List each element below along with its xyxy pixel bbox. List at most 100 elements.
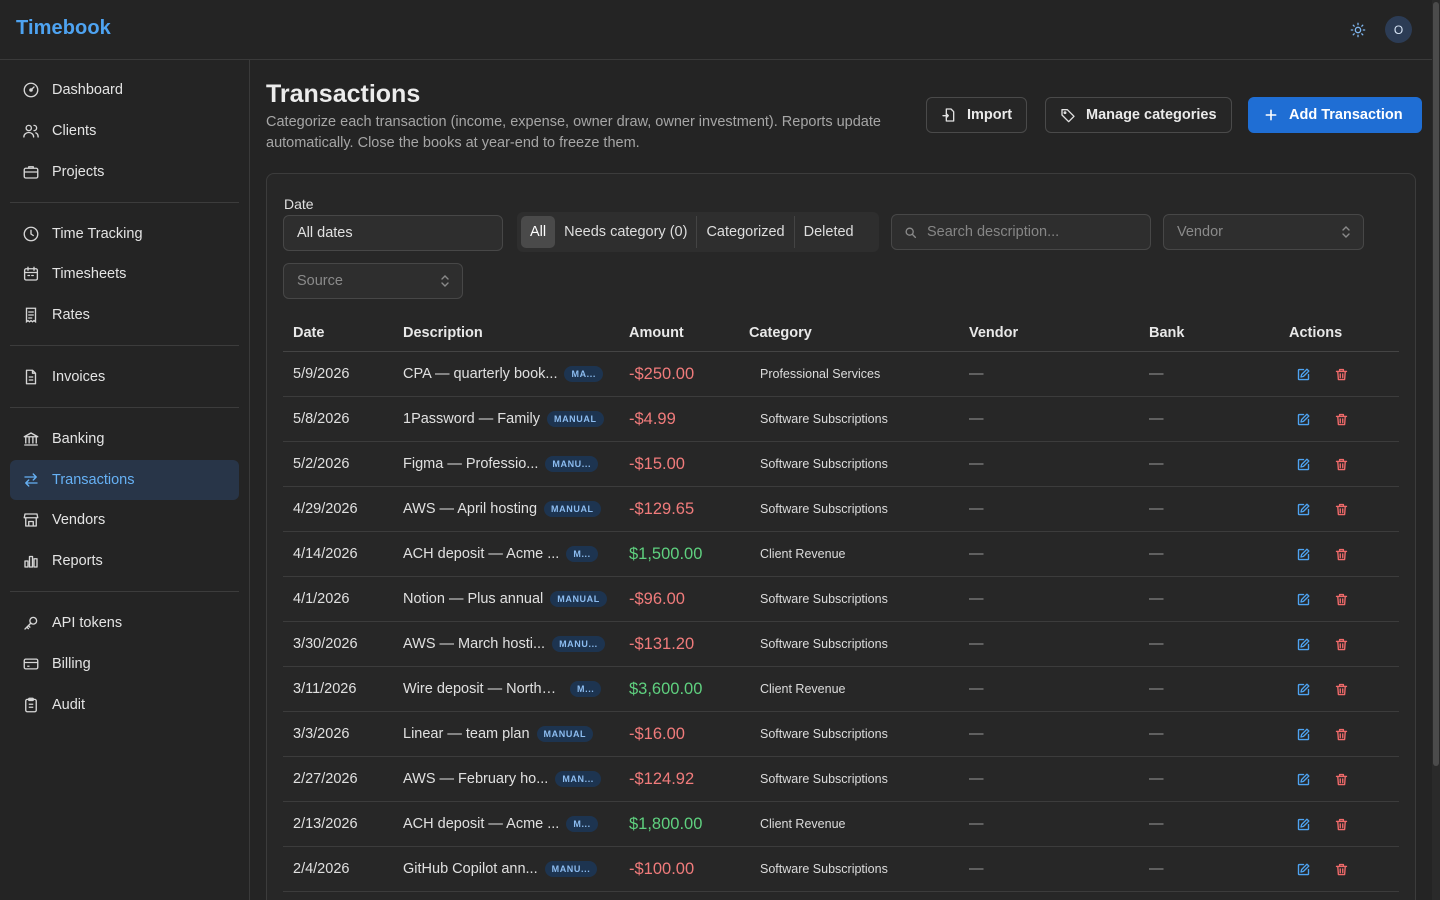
sidebar-item-vendors[interactable]: Vendors <box>10 500 239 540</box>
edit-transaction-button[interactable] <box>1293 847 1313 891</box>
sidebar-item-api-tokens[interactable]: API tokens <box>10 603 239 643</box>
add-transaction-button[interactable]: Add Transaction <box>1248 97 1422 133</box>
file-icon <box>25 369 37 385</box>
edit-transaction-button[interactable] <box>1293 397 1313 441</box>
delete-transaction-button[interactable] <box>1331 442 1351 486</box>
edit-transaction-button[interactable] <box>1293 577 1313 621</box>
column-header-date[interactable]: Date <box>293 325 325 341</box>
search-input[interactable]: Search description... <box>891 214 1151 250</box>
column-header-description[interactable]: Description <box>403 325 483 341</box>
transaction-amount: -$129.65 <box>629 499 695 518</box>
table-row: 5/8/2026 1Password — Family MANUAL -$4.99 So… <box>283 397 1399 442</box>
trash-icon <box>1335 458 1347 470</box>
delete-transaction-button[interactable] <box>1331 577 1351 621</box>
sidebar-divider <box>10 202 239 203</box>
sidebar-item-clients[interactable]: Clients <box>10 111 239 151</box>
edit-transaction-button[interactable] <box>1293 352 1313 396</box>
delete-transaction-button[interactable] <box>1331 487 1351 531</box>
user-avatar[interactable]: O <box>1385 16 1412 43</box>
delete-transaction-button[interactable] <box>1331 397 1351 441</box>
theme-toggle-button[interactable] <box>1346 18 1370 42</box>
sidebar-item-reports[interactable]: Reports <box>10 541 239 581</box>
transaction-category[interactable]: Software Subscriptions <box>760 502 888 516</box>
transaction-category[interactable]: Software Subscriptions <box>760 862 888 876</box>
transaction-bank: — <box>1149 816 1164 832</box>
edit-transaction-button[interactable] <box>1293 442 1313 486</box>
transaction-category[interactable]: Client Revenue <box>760 547 846 561</box>
transaction-category[interactable]: Software Subscriptions <box>760 457 888 471</box>
delete-transaction-button[interactable] <box>1331 532 1351 576</box>
delete-transaction-button[interactable] <box>1331 622 1351 666</box>
delete-transaction-button[interactable] <box>1331 757 1351 801</box>
table-row: 2/27/2026 AWS — February ho... MAN... -$124… <box>283 757 1399 802</box>
store-icon <box>23 513 39 527</box>
sidebar-item-banking[interactable]: Banking <box>10 419 239 459</box>
sidebar-item-time-tracking[interactable]: Time Tracking <box>10 214 239 254</box>
transaction-category[interactable]: Software Subscriptions <box>760 727 888 741</box>
edit-transaction-button[interactable] <box>1293 757 1313 801</box>
import-button[interactable]: Import <box>926 97 1028 133</box>
delete-transaction-button[interactable] <box>1331 667 1351 711</box>
manage-categories-button[interactable]: Manage categories <box>1045 97 1232 133</box>
transaction-category[interactable]: Client Revenue <box>760 682 846 696</box>
sidebar-item-label: API tokens <box>52 615 123 631</box>
transaction-description: Wire deposit — Northw... <box>403 681 563 697</box>
transaction-description-cell: CPA — quarterly book... MA... <box>403 352 613 396</box>
edit-transaction-button[interactable] <box>1293 712 1313 756</box>
transaction-bank: — <box>1149 501 1164 517</box>
segment-categorized[interactable]: Categorized <box>697 216 795 248</box>
edit-transaction-button[interactable] <box>1293 802 1313 846</box>
sidebar-item-invoices[interactable]: Invoices <box>10 357 239 397</box>
transaction-category[interactable]: Software Subscriptions <box>760 412 888 426</box>
transaction-description: 1Password — Family <box>403 411 540 427</box>
edit-icon <box>1297 548 1309 560</box>
column-header-bank[interactable]: Bank <box>1149 325 1185 341</box>
sidebar-item-dashboard[interactable]: Dashboard <box>10 70 239 110</box>
transaction-category[interactable]: Software Subscriptions <box>760 772 888 786</box>
sidebar-item-transactions[interactable]: Transactions <box>10 460 239 500</box>
source-badge: MA... <box>564 366 603 382</box>
sidebar-item-projects[interactable]: Projects <box>10 152 239 192</box>
edit-transaction-button[interactable] <box>1293 532 1313 576</box>
transaction-description-cell: AWS — March hosti... MANU... <box>403 622 613 666</box>
edit-icon <box>1297 728 1309 740</box>
key-icon <box>24 616 38 630</box>
sidebar-item-billing[interactable]: Billing <box>10 644 239 684</box>
column-header-vendor[interactable]: Vendor <box>969 325 1019 341</box>
transaction-amount: -$131.20 <box>629 634 695 653</box>
vendor-select[interactable]: Vendor <box>1163 214 1364 250</box>
segment-needs-category[interactable]: Needs category (0) <box>555 216 698 248</box>
transaction-category[interactable]: Software Subscriptions <box>760 637 888 651</box>
edit-transaction-button[interactable] <box>1293 487 1313 531</box>
transaction-date: 3/11/2026 <box>293 681 357 697</box>
app-logo[interactable]: Timebook <box>16 17 111 39</box>
sidebar-item-audit[interactable]: Audit <box>10 685 239 725</box>
transaction-category[interactable]: Client Revenue <box>760 817 846 831</box>
segment-deleted[interactable]: Deleted <box>803 224 854 240</box>
edit-icon <box>1297 863 1309 875</box>
delete-transaction-button[interactable] <box>1331 802 1351 846</box>
transaction-vendor: — <box>969 456 984 472</box>
table-row: 3/30/2026 AWS — March hosti... MANU... -$13… <box>283 622 1399 667</box>
delete-transaction-button[interactable] <box>1331 712 1351 756</box>
sidebar-item-label: Projects <box>52 164 105 180</box>
segment-all[interactable]: All <box>521 216 556 248</box>
transaction-category[interactable]: Software Subscriptions <box>760 592 888 606</box>
trash-icon <box>1335 413 1347 425</box>
delete-transaction-button[interactable] <box>1331 847 1351 891</box>
column-header-amount[interactable]: Amount <box>629 325 684 341</box>
sidebar-item-label: Clients <box>52 123 97 139</box>
transaction-amount: -$250.00 <box>629 364 695 383</box>
delete-transaction-button[interactable] <box>1331 352 1351 396</box>
edit-transaction-button[interactable] <box>1293 622 1313 666</box>
column-header-category[interactable]: Category <box>749 325 812 341</box>
source-select[interactable]: Source <box>283 263 463 299</box>
sidebar-item-rates[interactable]: Rates <box>10 295 239 335</box>
sidebar-item-label: Invoices <box>52 369 106 385</box>
edit-transaction-button[interactable] <box>1293 667 1313 711</box>
date-filter-input[interactable]: All dates <box>283 215 503 251</box>
scrollbar-thumb[interactable] <box>1433 2 1439 766</box>
transaction-category[interactable]: Professional Services <box>760 367 881 381</box>
page-scrollbar[interactable] <box>1432 0 1440 900</box>
sidebar-item-timesheets[interactable]: Timesheets <box>10 254 239 294</box>
